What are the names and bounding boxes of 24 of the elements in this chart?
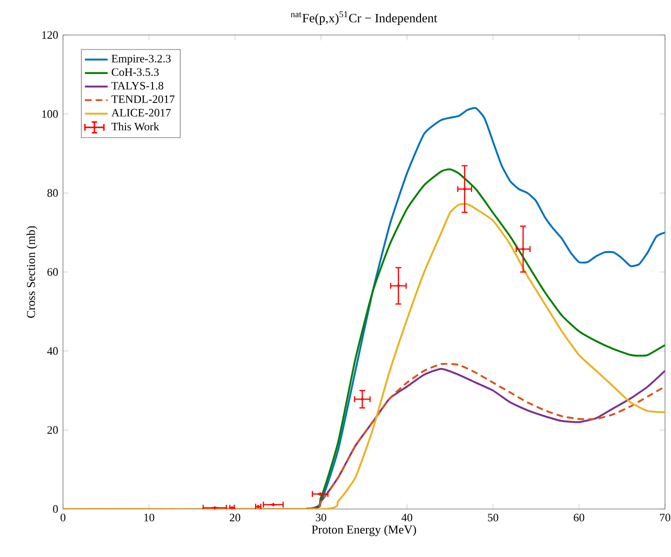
legend-label: This Work	[112, 122, 160, 130]
legend-label: TENDL-2017	[112, 95, 175, 104]
legend-label: Empire-3.2.3	[112, 54, 171, 65]
y-tick-label: 80	[47, 189, 58, 197]
y-tick-label: 100	[42, 110, 58, 118]
y-tick-label: 120	[42, 31, 58, 39]
y-tick-label: 0	[53, 505, 58, 513]
y-tick-label: 20	[47, 426, 58, 434]
x-tick-label: 60	[574, 514, 584, 522]
x-tick-label: 20	[230, 514, 240, 522]
x-axis-title: Proton Energy (MeV)	[312, 525, 416, 536]
x-tick-label: 0	[60, 514, 66, 522]
legend-label: ALICE-2017	[111, 108, 171, 117]
x-tick-label: 30	[316, 514, 326, 522]
chart-title: $^{nat}$Fe(p,x)$^{51}$Cr − Independent	[290, 11, 438, 25]
legend-label: CoH-3.5.3	[112, 68, 159, 76]
y-tick-label: 60	[47, 268, 58, 276]
legend-label: TALYS-1.8	[112, 82, 164, 90]
x-tick-label: 70	[660, 514, 670, 522]
x-tick-label: 10	[144, 514, 154, 522]
x-tick-label: 40	[402, 514, 412, 522]
y-axis-title: Cross Section (mb)	[26, 226, 38, 318]
y-tick-label: 40	[47, 347, 58, 355]
x-tick-label: 50	[488, 514, 498, 522]
